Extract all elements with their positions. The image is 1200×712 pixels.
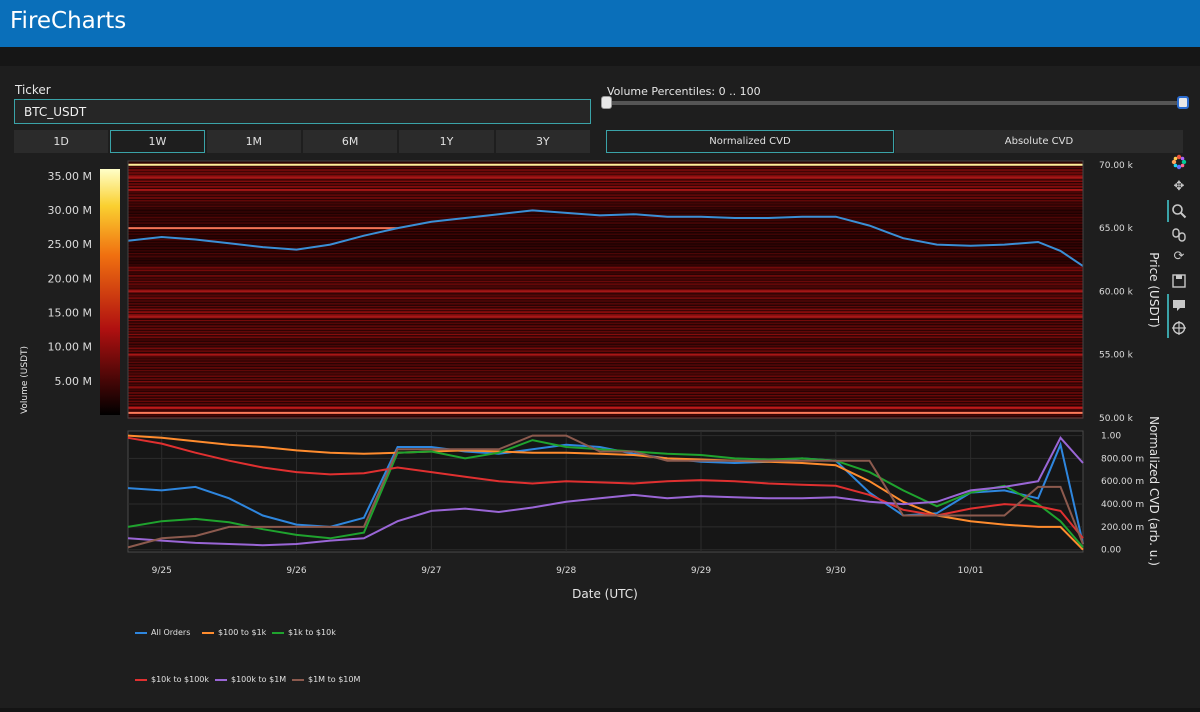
- legend-swatch: [135, 631, 147, 634]
- heatmap-levels: [128, 163, 1083, 419]
- price-tick-label: 70.00 k: [1099, 161, 1134, 171]
- bottom-bar: [0, 708, 1200, 712]
- date-tick-label: 9/25: [152, 566, 172, 576]
- toolbar-group-marker: [1167, 294, 1169, 338]
- timeframe-button-1y[interactable]: 1Y: [399, 130, 494, 153]
- legend-label: $10k to $100k: [151, 675, 210, 684]
- price-axis-title: Price (USDT): [1147, 252, 1161, 327]
- legend-label: All Orders: [151, 628, 191, 637]
- volume-colorbar: 5.00 M 10.00 M 15.00 M 20.00 M 25.00 M 30.00 …: [20, 169, 120, 415]
- timeframe-button-3y[interactable]: 3Y: [495, 130, 590, 153]
- legend-swatch: [202, 631, 214, 634]
- cvd-series-line: [127, 436, 1084, 539]
- colorbar-tick-label: 20.00 M: [48, 272, 92, 285]
- cvd-series-line: [127, 436, 1084, 547]
- colorbar-gradient: [100, 169, 120, 415]
- absolute-cvd-button[interactable]: Absolute CVD: [895, 130, 1183, 153]
- price-line: [127, 209, 1084, 267]
- price-line-layer: [127, 209, 1084, 267]
- cvd-mode-selector: Normalized CVD Absolute CVD: [606, 130, 1184, 153]
- cvd-lines: [127, 434, 1084, 551]
- legend-item-1m-to-10m[interactable]: $1M to $10M: [292, 675, 360, 684]
- sub-bar: [0, 47, 1200, 66]
- plot-toolbar: ✥ ⟳: [1167, 154, 1191, 340]
- timeframe-button-1d[interactable]: 1D: [14, 130, 109, 153]
- timeframe-selector: 1D 1W 1M 6M 1Y 3Y: [14, 130, 592, 153]
- toolbar-active-marker: [1167, 200, 1169, 222]
- colorbar-tick-label: 15.00 M: [48, 307, 92, 320]
- legend-item-10k-to-100k[interactable]: $10k to $100k: [135, 675, 209, 684]
- cvd-tick-label: 800.00 m: [1101, 454, 1144, 464]
- colorbar-tick-label: 10.00 M: [48, 341, 92, 354]
- legend-label: $1M to $10M: [308, 675, 361, 684]
- spike-icon[interactable]: [1170, 320, 1188, 336]
- heatmap-background: [128, 161, 1083, 418]
- volume-percentiles-slider-track[interactable]: [606, 101, 1184, 105]
- cvd-axes: 0.00 200.00 m 400.00 m 600.00 m 800.00 m 1.00…: [152, 416, 1161, 601]
- volume-percentiles-max-handle[interactable]: [1177, 96, 1189, 109]
- hover-icon[interactable]: [1170, 297, 1188, 313]
- cvd-series-line: [127, 439, 1084, 549]
- legend-item-all-orders[interactable]: All Orders: [135, 628, 190, 637]
- ticker-label: Ticker: [15, 83, 51, 97]
- cvd-tick-label: 1.00: [1101, 432, 1121, 442]
- cvd-tick-label: 200.00 m: [1101, 523, 1144, 533]
- cvd-series-line: [127, 434, 1084, 549]
- legend-swatch: [135, 678, 147, 681]
- legend-item-100-to-1k[interactable]: $100 to $1k: [202, 628, 266, 637]
- timeframe-button-1m[interactable]: 1M: [206, 130, 301, 153]
- date-tick-label: 10/01: [958, 566, 984, 576]
- box-zoom-icon[interactable]: [1170, 227, 1188, 243]
- colorbar-title: Volume (USDT): [20, 346, 30, 414]
- heatmap-axes: 50.00 k 55.00 k 60.00 k 65.00 k 70.00 k Price…: [127, 160, 1161, 424]
- date-tick-label: 9/26: [286, 566, 306, 576]
- cvd-tick-label: 600.00 m: [1101, 477, 1144, 487]
- heatmap-plot-area[interactable]: [128, 161, 1083, 418]
- price-tick-label: 55.00 k: [1099, 351, 1134, 361]
- date-tick-label: 9/30: [826, 566, 846, 576]
- cvd-axis-title: Normalized CVD (arb. u.): [1147, 416, 1161, 566]
- cvd-tick-label: 0.00: [1101, 546, 1121, 556]
- heatmap-shade: [128, 209, 1083, 267]
- legend-item-100k-to-1m[interactable]: $100k to $1M: [215, 675, 286, 684]
- reset-icon[interactable]: ⟳: [1173, 249, 1185, 264]
- legend-label: $100k to $1M: [231, 675, 287, 684]
- price-tick-label: 50.00 k: [1099, 414, 1134, 424]
- legend-swatch: [272, 631, 284, 634]
- app-header: FireCharts: [0, 0, 1200, 47]
- plotly-logo-icon[interactable]: [1170, 154, 1188, 170]
- date-tick-label: 9/28: [556, 566, 576, 576]
- colorbar-tick-label: 35.00 M: [48, 170, 92, 183]
- timeframe-button-1w[interactable]: 1W: [110, 130, 205, 153]
- firecharts-figure[interactable]: 5.00 M 10.00 M 15.00 M 20.00 M 25.00 M 30.00 …: [0, 155, 1200, 700]
- cvd-tick-label: 400.00 m: [1101, 500, 1144, 510]
- save-icon[interactable]: [1170, 273, 1188, 289]
- legend-label: $1k to $10k: [288, 628, 336, 637]
- legend-swatch: [215, 678, 227, 681]
- legend-swatch: [292, 678, 304, 681]
- heatmap-frame: [127, 160, 1084, 419]
- cvd-plot-area[interactable]: [127, 430, 1084, 553]
- price-tick-label: 60.00 k: [1099, 287, 1134, 297]
- volume-percentiles-min-handle[interactable]: [601, 96, 612, 109]
- app-title: FireCharts: [10, 8, 127, 34]
- legend-label: $100 to $1k: [218, 628, 267, 637]
- pan-icon[interactable]: ✥: [1173, 179, 1185, 194]
- colorbar-tick-label: 30.00 M: [48, 204, 92, 217]
- price-tick-label: 65.00 k: [1099, 224, 1134, 234]
- zoom-icon[interactable]: [1170, 203, 1188, 219]
- colorbar-tick-label: 25.00 M: [48, 238, 92, 251]
- date-axis-title: Date (UTC): [572, 587, 638, 601]
- ticker-input[interactable]: [14, 99, 591, 124]
- legend-item-1k-to-10k[interactable]: $1k to $10k: [272, 628, 336, 637]
- date-tick-label: 9/29: [691, 566, 711, 576]
- timeframe-button-6m[interactable]: 6M: [302, 130, 398, 153]
- normalized-cvd-button[interactable]: Normalized CVD: [606, 130, 894, 153]
- colorbar-tick-label: 5.00 M: [55, 375, 92, 388]
- date-tick-label: 9/27: [421, 566, 441, 576]
- volume-percentiles-label: Volume Percentiles: 0 .. 100: [607, 85, 761, 98]
